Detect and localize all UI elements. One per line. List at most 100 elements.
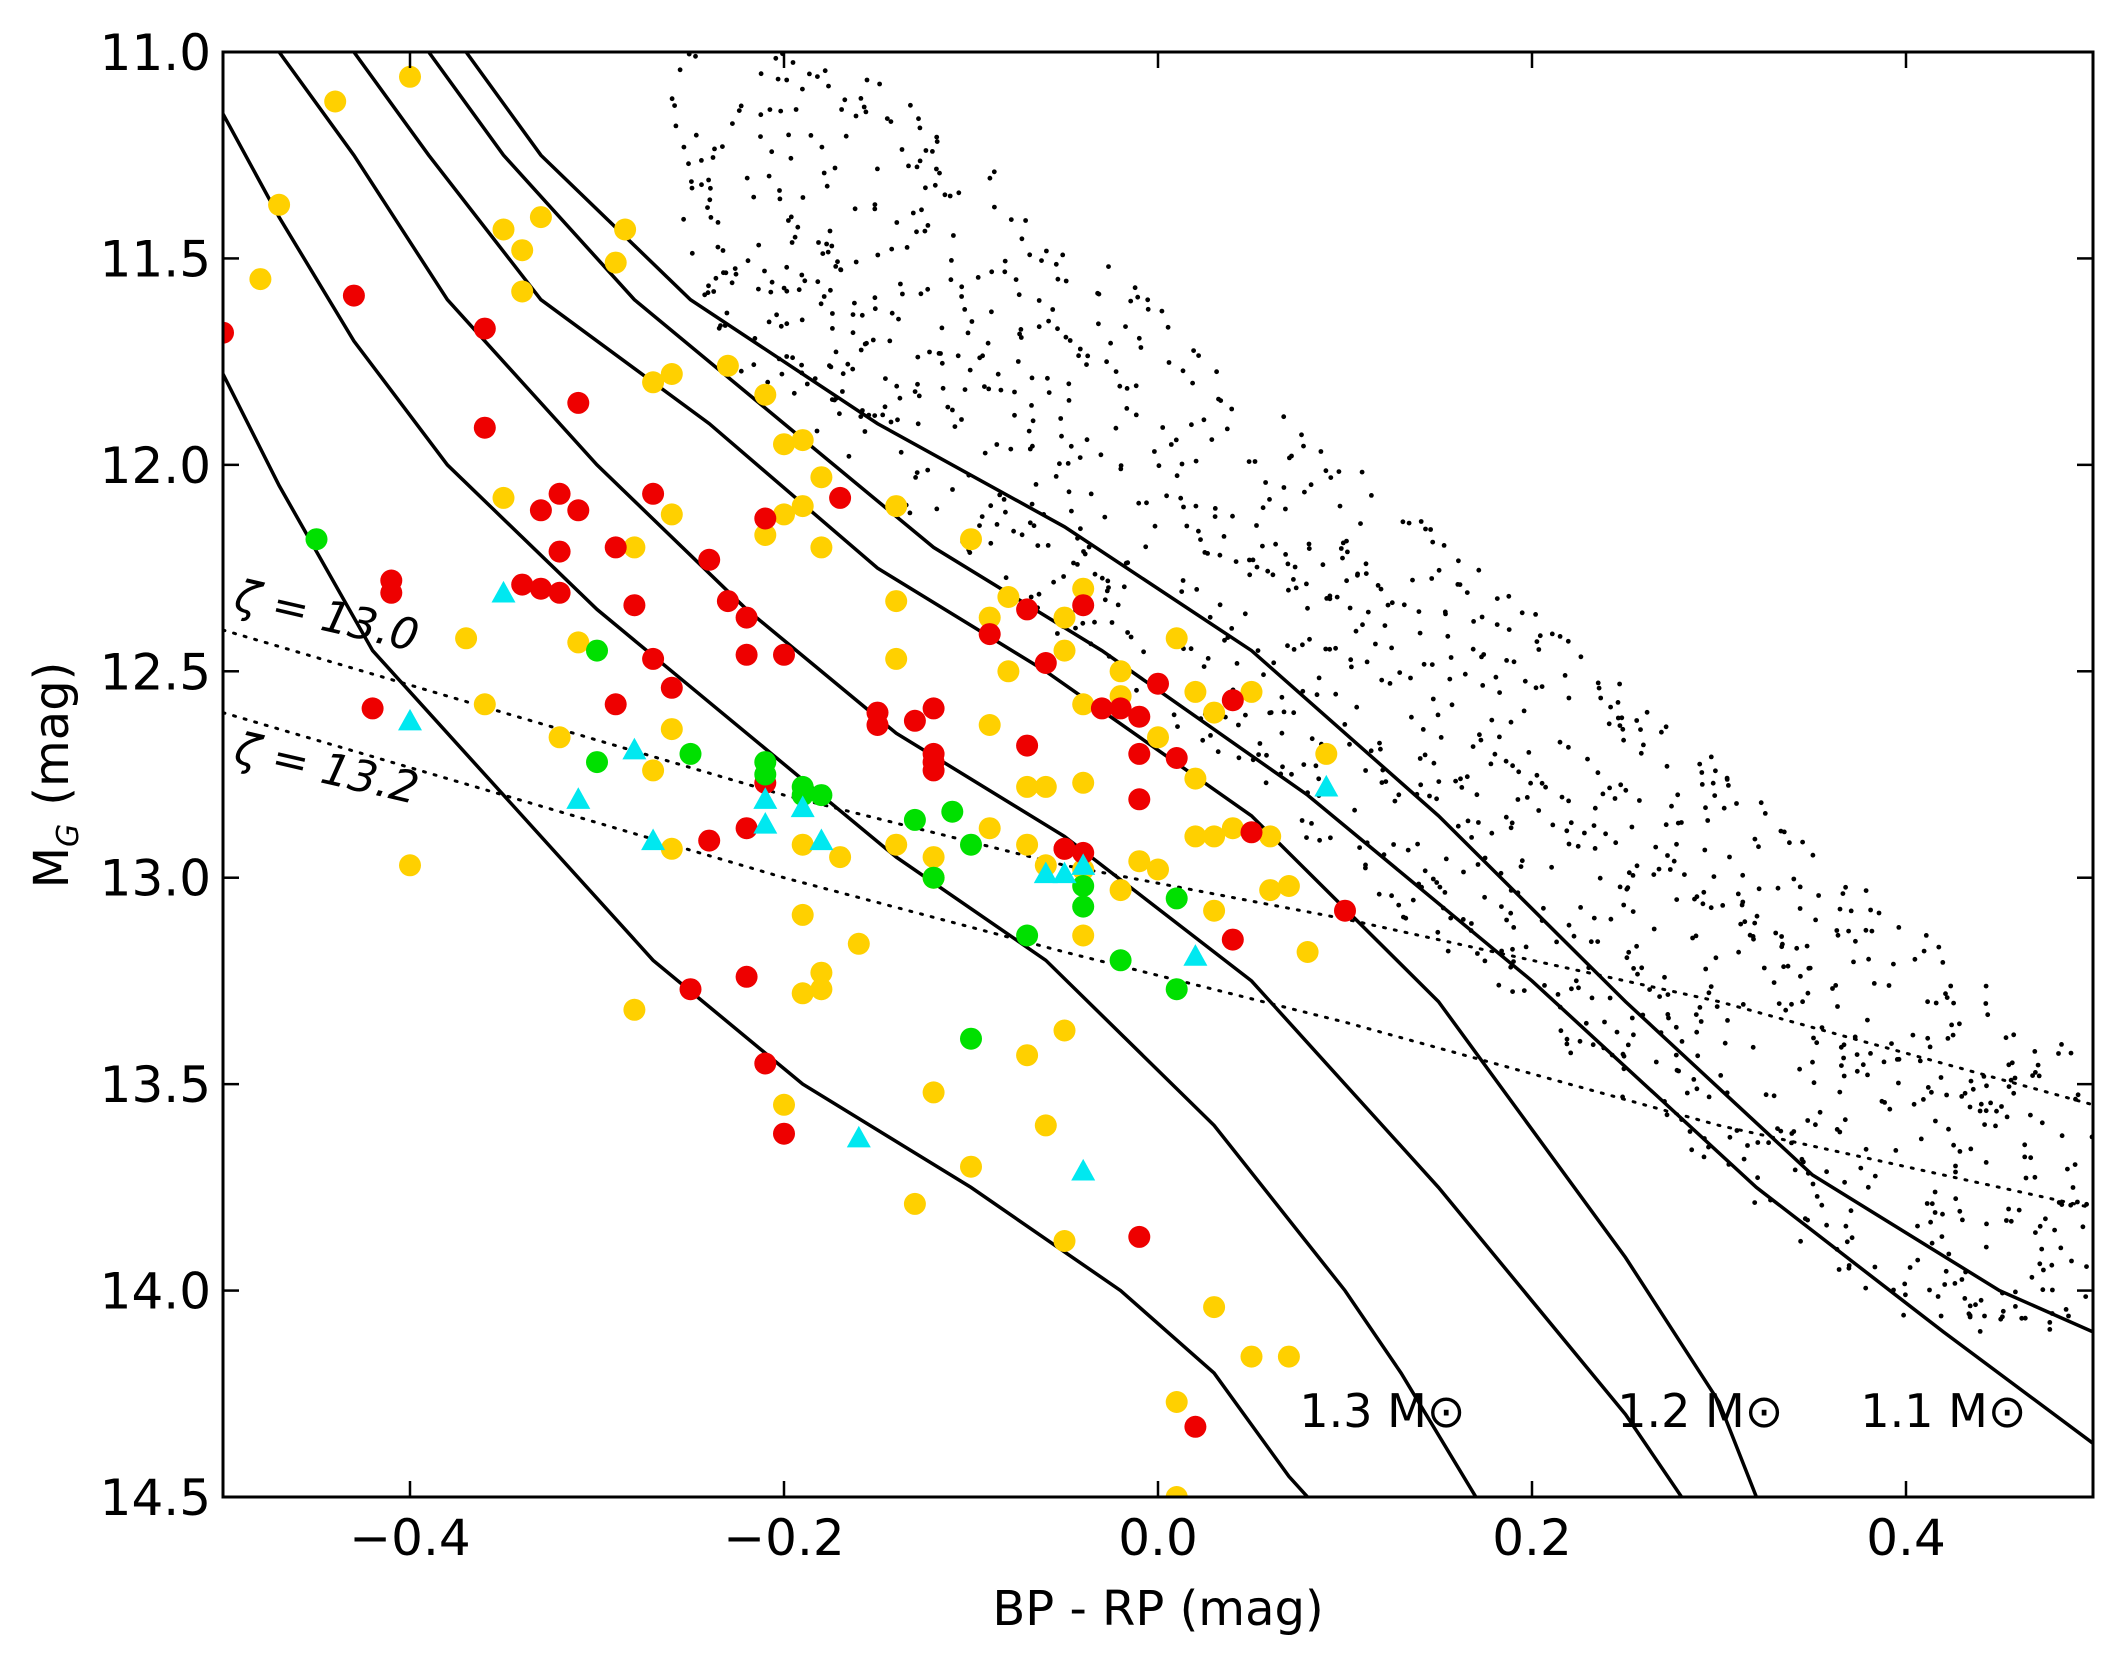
background-star — [1865, 1017, 1870, 1023]
background-star — [1105, 578, 1111, 584]
background-star — [2059, 1042, 2064, 1047]
background-star — [1462, 671, 1468, 677]
background-star — [1946, 1251, 1952, 1257]
point-yellow — [1072, 693, 1095, 716]
background-star — [1921, 1097, 1926, 1102]
background-star — [1945, 1036, 1951, 1041]
background-star — [962, 387, 968, 392]
background-star — [1156, 463, 1162, 469]
background-star — [2012, 1075, 2018, 1081]
background-star — [1843, 884, 1848, 890]
background-star — [827, 363, 832, 369]
background-stars — [669, 52, 2093, 1334]
background-star — [950, 487, 955, 492]
background-star — [1634, 863, 1640, 869]
background-star — [2000, 1314, 2005, 1320]
background-star — [738, 103, 744, 109]
point-red — [361, 697, 384, 720]
point-yellow — [978, 714, 1001, 736]
background-star — [1863, 1285, 1869, 1291]
background-star — [1755, 1175, 1760, 1181]
background-star — [1747, 932, 1753, 938]
background-star — [1215, 749, 1221, 755]
point-red — [978, 623, 1001, 646]
background-star — [1234, 661, 1240, 666]
background-star — [2058, 1245, 2064, 1251]
background-star — [1953, 1163, 1958, 1169]
background-star — [1674, 897, 1680, 902]
background-star — [1168, 442, 1174, 447]
background-star — [934, 134, 940, 140]
background-star — [1306, 541, 1312, 547]
background-star — [756, 286, 761, 292]
background-star — [927, 349, 932, 355]
background-star — [1962, 1090, 1968, 1096]
background-star — [693, 53, 698, 59]
background-star — [877, 81, 882, 87]
background-star — [915, 354, 921, 360]
background-star — [914, 164, 920, 170]
point-cyan — [1071, 853, 1096, 875]
background-star — [840, 389, 845, 394]
background-star — [1233, 559, 1239, 564]
background-star — [1957, 1149, 1963, 1154]
background-star — [804, 381, 810, 387]
background-star — [1102, 597, 1108, 603]
background-star — [1635, 971, 1640, 977]
background-star — [914, 229, 919, 235]
background-star — [1903, 1292, 1908, 1298]
background-star — [1651, 872, 1657, 877]
point-green — [305, 528, 328, 551]
background-star — [1830, 986, 1835, 991]
background-star — [1493, 674, 1499, 680]
background-star — [769, 279, 775, 285]
background-star — [872, 413, 878, 418]
background-star — [1075, 562, 1080, 567]
background-star — [1712, 793, 1718, 798]
background-star — [1863, 1146, 1869, 1152]
background-star — [1415, 841, 1420, 847]
background-star — [1482, 894, 1487, 900]
background-star — [802, 278, 808, 284]
background-star — [1596, 685, 1602, 691]
point-red — [735, 606, 758, 629]
background-star — [1128, 634, 1134, 640]
background-star — [1667, 867, 1673, 872]
point-yellow — [268, 193, 291, 216]
background-star — [1016, 292, 1022, 298]
background-star — [923, 185, 928, 191]
background-star — [1781, 964, 1786, 970]
background-star — [1318, 449, 1324, 454]
background-star — [1302, 489, 1307, 495]
background-star — [1928, 1219, 1933, 1225]
point-yellow — [567, 631, 590, 654]
background-star — [1526, 750, 1532, 755]
mass-label: 1.1 M⊙ — [1860, 1384, 2026, 1438]
background-star — [1591, 823, 1597, 828]
point-red — [342, 284, 365, 307]
background-star — [1073, 625, 1078, 631]
background-star — [758, 112, 764, 118]
point-yellow — [1034, 775, 1057, 798]
background-star — [2008, 1218, 2014, 1224]
background-star — [833, 349, 839, 355]
background-star — [767, 107, 773, 112]
background-star — [1418, 519, 1424, 524]
background-star — [1984, 1221, 1989, 1227]
background-star — [799, 362, 804, 368]
background-star — [1665, 992, 1671, 997]
background-star — [1713, 768, 1718, 774]
background-star — [1416, 609, 1422, 614]
background-star — [1620, 726, 1626, 732]
background-star — [1229, 626, 1235, 631]
point-yellow — [1109, 879, 1132, 902]
background-star — [1430, 876, 1436, 882]
point-cyan — [846, 1125, 871, 1148]
background-star — [1988, 1100, 1993, 1106]
background-star — [1489, 717, 1495, 723]
background-star — [1950, 1032, 1956, 1038]
background-star — [1720, 903, 1726, 908]
background-star — [1684, 1090, 1690, 1096]
background-star — [1736, 949, 1741, 955]
point-yellow — [1203, 1296, 1226, 1319]
